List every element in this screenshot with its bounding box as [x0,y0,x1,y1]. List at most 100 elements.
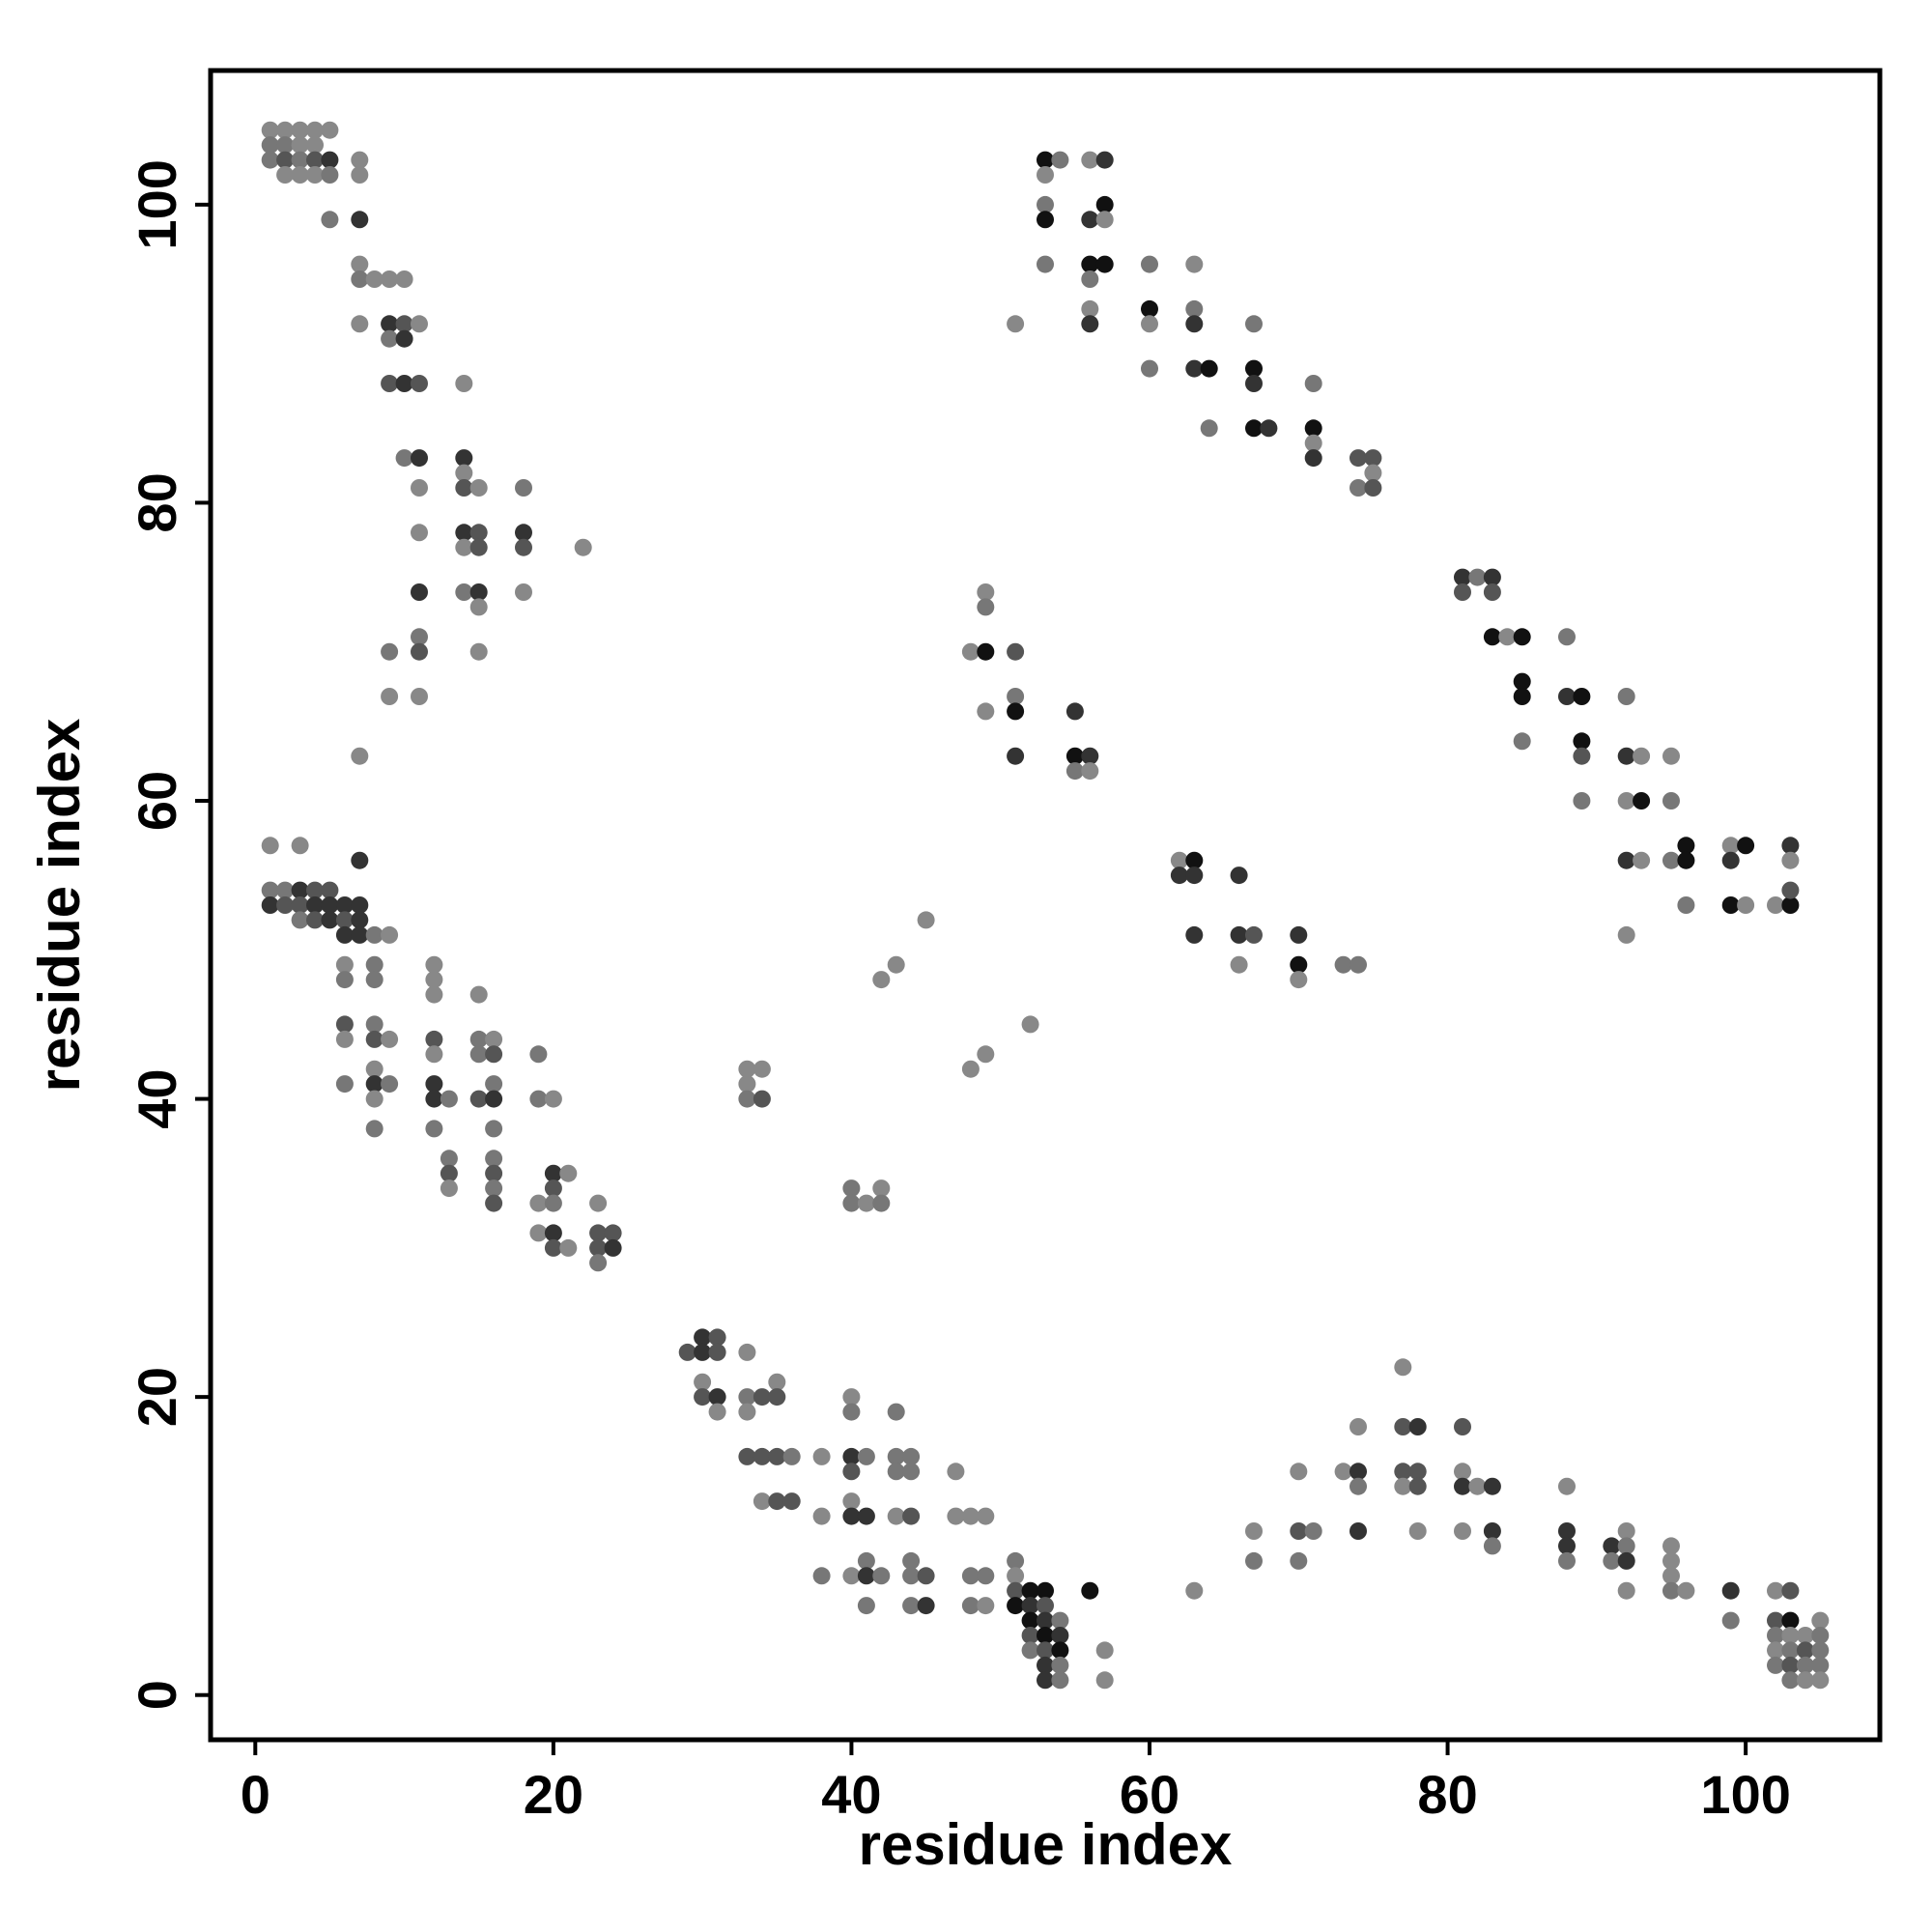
data-point [1065,702,1084,721]
data-point [1513,732,1531,751]
data-point [977,1597,995,1615]
data-point [544,1194,562,1212]
x-axis-label: residue index [859,1812,1233,1877]
data-point [485,1164,503,1182]
data-point [902,1551,921,1570]
data-point [1185,925,1204,944]
data-point [1468,568,1487,586]
data-point [1081,299,1099,318]
data-point [842,1567,861,1585]
data-point [1081,1581,1099,1600]
data-point [351,270,369,288]
data-point [544,1179,562,1198]
data-point [515,538,532,556]
data-point [381,688,399,705]
data-point [544,1224,562,1242]
data-point [1037,255,1054,273]
data-point [1573,688,1591,705]
data-point [306,881,324,899]
data-point [753,1060,771,1078]
data-point [1617,851,1635,869]
x-tick-label: 40 [821,1764,881,1825]
data-point [425,985,443,1004]
data-point [1617,1551,1635,1570]
data-point [529,1194,548,1212]
data-point [291,911,309,929]
data-point [1141,299,1158,318]
data-point [842,1388,861,1406]
data-point [1037,1641,1054,1660]
data-point [1781,881,1800,899]
data-point [694,1388,712,1406]
data-point [1781,1627,1800,1644]
x-tick-label: 60 [1120,1764,1179,1825]
data-point [738,1447,756,1465]
data-point [961,1597,980,1615]
data-point [1662,1537,1680,1555]
data-point [1037,166,1054,184]
data-point [455,375,473,392]
data-point [678,1343,696,1361]
data-point [425,1120,443,1138]
data-point [842,1447,861,1465]
data-point [1454,1418,1471,1435]
data-point [1170,867,1188,885]
data-point [1081,747,1099,765]
x-axis: 0 20 40 60 80 100 [241,1740,1791,1825]
data-point [365,955,384,974]
data-point [515,524,532,542]
data-point [276,896,295,914]
data-point [351,151,369,169]
data-point [1051,1627,1069,1644]
data-point [887,1447,905,1465]
y-tick-label: 20 [127,1367,187,1427]
y-tick-label: 100 [127,159,187,249]
data-point [1200,359,1218,378]
data-point [842,1179,861,1198]
data-point [1081,270,1099,288]
data-point [1781,1641,1800,1660]
data-point [291,136,309,155]
data-point [917,1567,935,1585]
data-point [768,1492,786,1511]
data-point [753,1388,771,1406]
data-point [365,971,384,989]
data-point [857,1551,875,1570]
data-point [455,479,473,497]
data-point [1037,1627,1054,1644]
data-point [425,1090,443,1108]
data-point [1558,688,1576,705]
data-point [574,538,592,556]
data-point [1454,1477,1471,1495]
data-point [694,1343,712,1361]
data-point [381,329,399,348]
data-point [1394,1477,1412,1495]
data-point [306,166,324,184]
data-point [425,1045,443,1064]
data-point [977,1045,995,1064]
data-point [1662,792,1680,810]
data-point [1721,1611,1740,1630]
data-point [1095,1671,1114,1690]
data-point [1558,628,1576,646]
data-point [1617,1581,1635,1600]
data-point [381,1075,399,1094]
data-point [1662,1551,1680,1570]
data-point [395,270,413,288]
data-point [1662,747,1680,765]
data-point [485,1194,503,1212]
data-point [1737,837,1755,855]
data-point [961,1567,980,1585]
data-point [1781,837,1800,855]
data-point [425,955,443,974]
data-point [1290,971,1308,989]
data-point [1037,1597,1054,1615]
data-point [1364,449,1382,468]
data-point [887,1463,905,1481]
data-point [425,1030,443,1048]
data-point [1290,955,1308,974]
data-point [485,1150,503,1168]
data-point [1081,255,1099,273]
data-point [872,971,891,989]
data-point [738,1060,756,1078]
